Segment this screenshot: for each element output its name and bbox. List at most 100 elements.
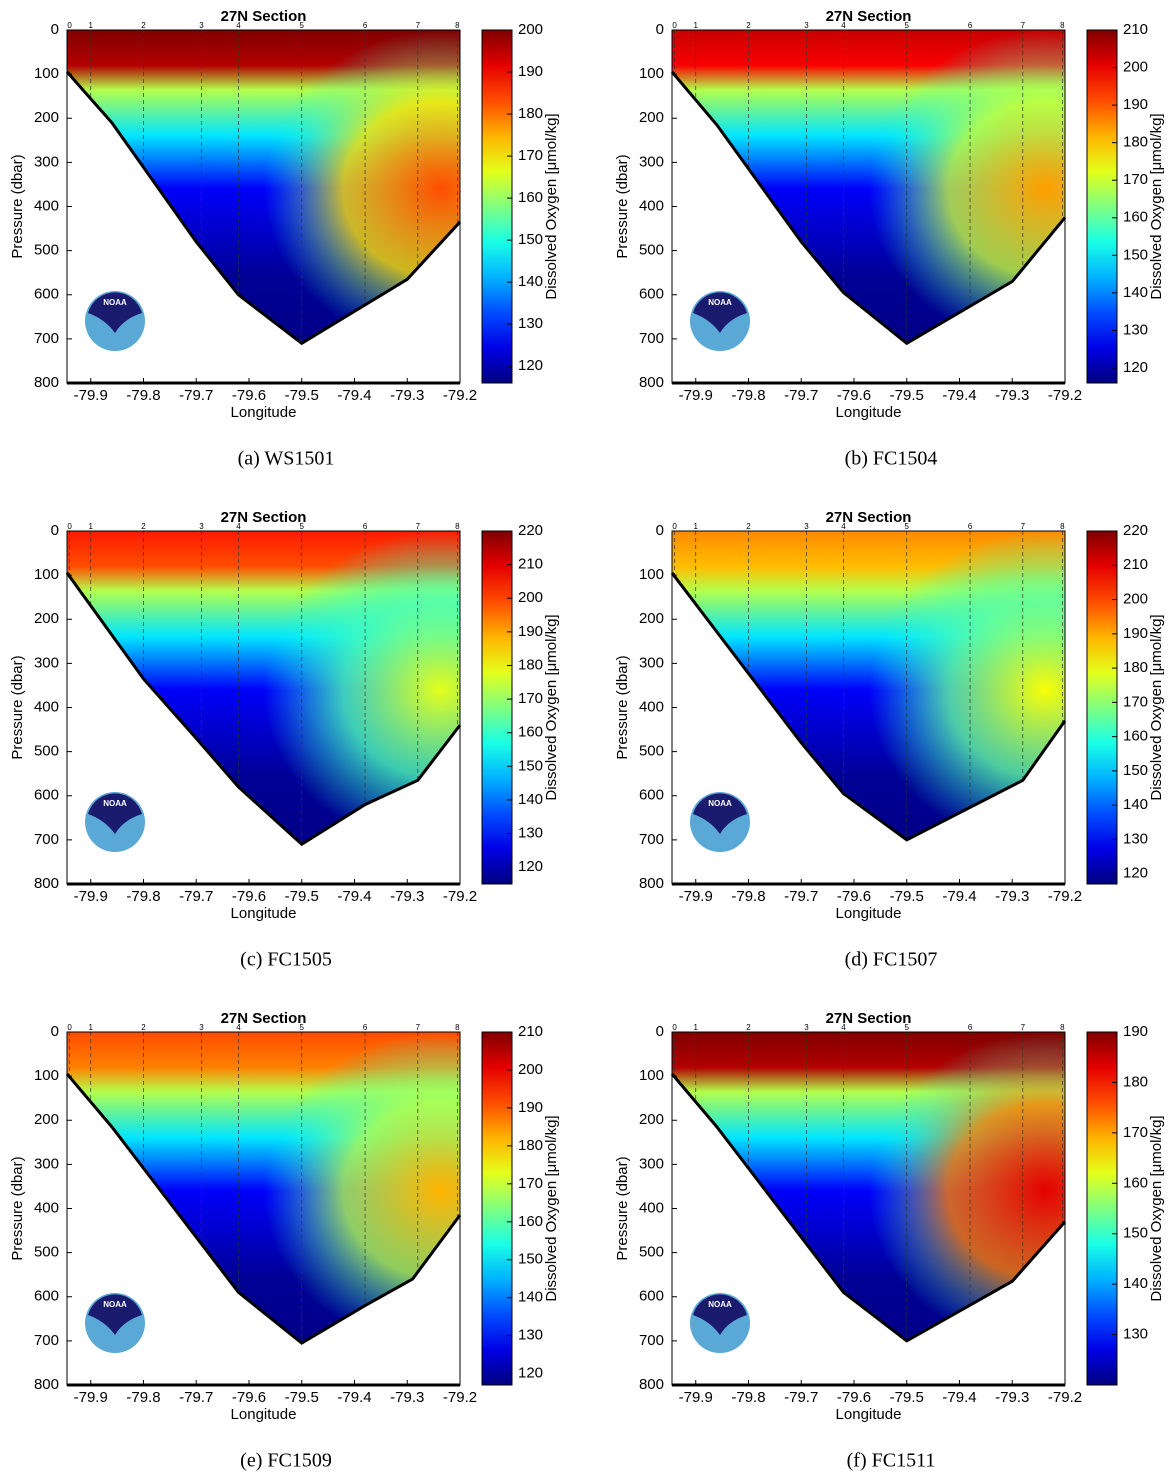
station-label: 8	[455, 522, 460, 531]
x-tick-label: -79.6	[837, 387, 871, 404]
colorbar-tick-label: 170	[1123, 693, 1148, 710]
station-label: 1	[89, 1023, 94, 1032]
colorbar-tick-label: 130	[1123, 830, 1148, 847]
x-tick-label: -79.9	[679, 387, 713, 404]
colorbar-tick-label: 150	[1123, 246, 1148, 263]
station-label: 4	[236, 21, 241, 30]
logo-text: NOAA	[708, 298, 732, 307]
y-tick-label: 800	[34, 1376, 59, 1393]
x-axis-label: Longitude	[231, 1406, 297, 1423]
panel: 0 1 2 3 4 5 6 7 8 -79.9 -79.8 -79.7 -79.6 -79.5 -79.4 -…	[614, 1010, 1165, 1472]
colorbar-label: Dissolved Oxygen [μmol/kg]	[1148, 113, 1165, 299]
y-tick-label: 0	[51, 1023, 59, 1040]
x-tick-label: -79.2	[443, 888, 477, 905]
colorbar-tick-label: 190	[518, 63, 543, 80]
colorbar-tick-label: 140	[518, 273, 543, 290]
station-label: 0	[672, 522, 677, 531]
colorbar-tick-label: 160	[518, 1213, 543, 1230]
colorbar-tick-label: 190	[1123, 1023, 1148, 1040]
station-label: 2	[141, 522, 146, 531]
station-label: 3	[804, 21, 809, 30]
x-tick-label: -79.3	[390, 387, 424, 404]
station-label: 3	[199, 1023, 204, 1032]
colorbar-tick-label: 190	[518, 623, 543, 640]
y-axis-label: Pressure (dbar)	[614, 154, 631, 258]
x-tick-label: -79.9	[679, 888, 713, 905]
y-tick-label: 400	[639, 197, 664, 214]
station-label: 2	[746, 1023, 751, 1032]
panel: 0 1 2 3 4 5 6 7 8 -79.9 -79.8 -79.7 -79.6 -79.5 -79.4 -…	[614, 8, 1165, 470]
x-tick-label: -79.9	[74, 387, 108, 404]
colorbar	[1086, 29, 1118, 384]
y-tick-label: 400	[34, 1199, 59, 1216]
colorbar-label: Dissolved Oxygen [μmol/kg]	[543, 1115, 560, 1301]
x-tick-label: -79.5	[890, 387, 924, 404]
y-tick-label: 0	[656, 1023, 664, 1040]
colorbar-tick-label: 200	[518, 1061, 543, 1078]
y-tick-label: 500	[639, 242, 664, 259]
colorbar-tick-label: 190	[518, 1099, 543, 1116]
x-tick-label: -79.2	[1048, 888, 1082, 905]
logo-top	[88, 292, 142, 333]
colorbar-tick-label: 140	[1123, 796, 1148, 813]
colorbar-tick-label: 150	[1123, 1225, 1148, 1242]
station-label: 5	[905, 1023, 910, 1032]
colorbar-tick-label: 130	[518, 315, 543, 332]
station-label: 2	[141, 1023, 146, 1032]
station-label: 6	[363, 21, 368, 30]
panel: 0 1 2 3 4 5 6 7 8 -79.9 -79.8 -79.7 -79.6 -79.5 -79.4 -…	[9, 8, 560, 470]
caption: (e) FC1509	[240, 1450, 332, 1472]
station-label: 0	[67, 522, 72, 531]
station-label: 5	[300, 21, 305, 30]
colorbar-label: Dissolved Oxygen [μmol/kg]	[543, 614, 560, 800]
x-tick-label: -79.8	[731, 387, 765, 404]
colorbar-tick-label: 170	[1123, 1124, 1148, 1141]
x-tick-label: -79.4	[337, 888, 371, 905]
caption: (f) FC1511	[847, 1450, 936, 1472]
y-tick-label: 300	[34, 1155, 59, 1172]
y-tick-label: 300	[34, 654, 59, 671]
station-label: 3	[804, 522, 809, 531]
colorbar	[481, 530, 513, 885]
y-tick-label: 800	[639, 1376, 664, 1393]
x-tick-label: -79.5	[890, 1389, 924, 1406]
logo-top	[693, 793, 747, 834]
y-tick-label: 500	[639, 1244, 664, 1261]
x-tick-label: -79.7	[179, 1389, 213, 1406]
station-label: 7	[416, 21, 421, 30]
y-axis-label: Pressure (dbar)	[9, 1156, 26, 1260]
x-tick-label: -79.7	[784, 888, 818, 905]
station-label: 4	[841, 21, 846, 30]
colorbar-tick-label: 210	[518, 1023, 543, 1040]
logo-text: NOAA	[103, 799, 127, 808]
y-tick-label: 100	[34, 566, 59, 583]
y-tick-label: 400	[639, 698, 664, 715]
station-label: 2	[141, 21, 146, 30]
y-axis-label: Pressure (dbar)	[9, 154, 26, 258]
caption: (c) FC1505	[240, 949, 332, 971]
y-tick-label: 700	[639, 330, 664, 347]
bottom-profile	[65, 1072, 462, 1345]
colorbar-tick-label: 180	[1123, 134, 1148, 151]
station-label: 3	[804, 1023, 809, 1032]
colorbar	[481, 1031, 513, 1386]
colorbar-tick-label: 120	[518, 858, 543, 875]
x-tick-label: -79.3	[995, 1389, 1029, 1406]
station-label: 8	[1060, 21, 1065, 30]
colorbar-tick-label: 130	[1123, 321, 1148, 338]
y-tick-label: 200	[639, 109, 664, 126]
chart-title: 27N Section	[221, 1010, 307, 1027]
colorbar-label: Dissolved Oxygen [μmol/kg]	[1148, 1115, 1165, 1301]
x-axis-label: Longitude	[836, 905, 902, 922]
x-tick-label: -79.8	[126, 1389, 160, 1406]
station-label: 0	[67, 21, 72, 30]
colorbar-tick-label: 180	[1123, 659, 1148, 676]
colorbar-tick-label: 140	[518, 1289, 543, 1306]
station-label: 1	[694, 21, 699, 30]
station-label: 1	[694, 522, 699, 531]
y-tick-label: 600	[34, 787, 59, 804]
panel: 0 1 2 3 4 5 6 7 8 -79.9 -79.8 -79.7 -79.6 -79.5 -79.4 -…	[9, 509, 560, 971]
logo-top	[693, 1294, 747, 1335]
x-tick-label: -79.2	[1048, 387, 1082, 404]
